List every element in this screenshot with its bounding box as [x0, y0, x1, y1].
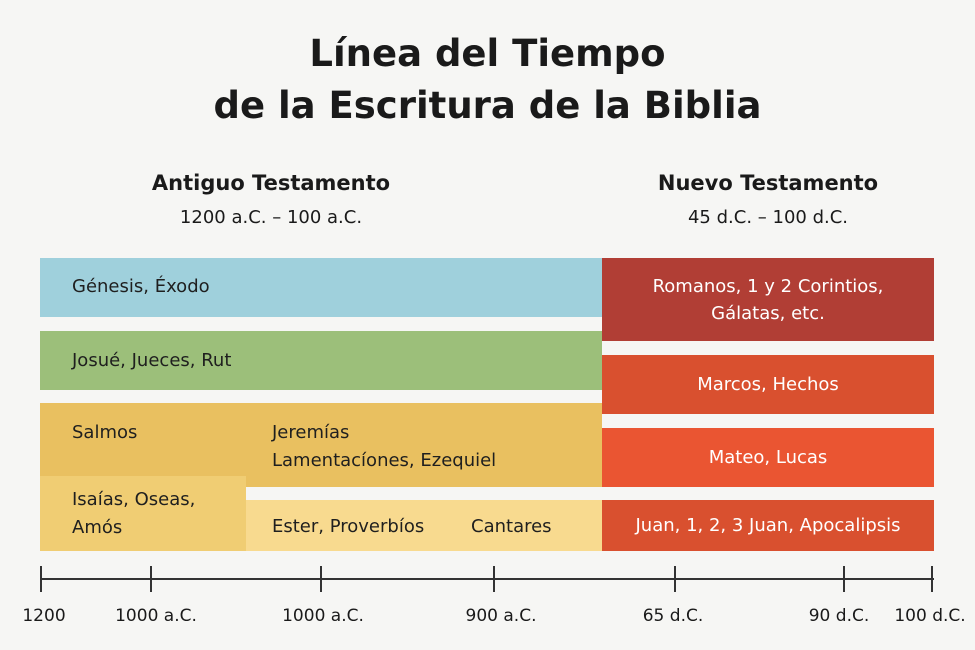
- label-romanos-group: Romanos, 1 y 2 Corintios, Gálatas, etc.: [653, 273, 884, 327]
- axis-tick-label: 90 d.C.: [808, 606, 870, 626]
- axis-tick-label: 1000 a.C.: [115, 606, 197, 626]
- label-mateo-lucas: Mateo, Lucas: [708, 447, 828, 468]
- label-jeremias: Jeremías: [272, 422, 350, 443]
- old-testament-name: Antiguo Testamento: [151, 171, 391, 195]
- timeline-axis: [40, 578, 934, 580]
- axis-tick: [674, 566, 676, 592]
- label-romanos-line-1: Romanos, 1 y 2 Corintios,: [652, 275, 884, 297]
- new-testament-name: Nuevo Testamento: [657, 171, 879, 195]
- bar-marcos-hechos: Marcos, Hechos: [602, 355, 934, 414]
- bar-juan-apocalipsis: Juan, 1, 2, 3 Juan, Apocalipsis: [602, 500, 934, 551]
- axis-tick: [931, 566, 933, 592]
- axis-tick-label: 65 d.C.: [642, 606, 704, 626]
- label-marcos-hechos: Marcos, Hechos: [697, 374, 839, 395]
- label-genesis-exodo: Génesis, Éxodo: [72, 276, 210, 297]
- title-line-1: Línea del Tiempo: [309, 32, 666, 75]
- bar-mateo-lucas: Mateo, Lucas: [602, 428, 934, 487]
- new-testament-range: 45 d.C. – 100 d.C.: [687, 207, 849, 228]
- bar-salmos: [40, 403, 246, 462]
- axis-tick-label: 1000 a.C.: [282, 606, 364, 626]
- label-ester-proverbios: Ester, Proverbíos: [272, 516, 425, 537]
- old-testament-range: 1200 a.C. – 100 a.C.: [179, 207, 363, 228]
- axis-tick-label: 100 d.C.: [894, 606, 966, 626]
- old-testament-header: Antiguo Testamento 1200 a.C. – 100 a.C.: [40, 168, 502, 232]
- label-isaias-oseas: Isaías, Oseas,: [72, 489, 196, 510]
- label-lamentaciones-ezequiel: Lamentacíones, Ezequiel: [272, 450, 497, 471]
- bar-isaias-oseas-amos: [40, 476, 246, 551]
- label-josue-jueces-rut: Josué, Jueces, Rut: [72, 350, 232, 371]
- bar-josue-jueces-rut: [40, 331, 602, 390]
- label-romanos-line-2: Gálatas, etc.: [711, 302, 825, 324]
- page-title: Línea del Tiempo de la Escritura de la B…: [0, 28, 975, 132]
- label-cantares: Cantares: [471, 516, 552, 537]
- axis-tick-label: 900 a.C.: [465, 606, 537, 626]
- bar-genesis-exodo: [40, 258, 602, 317]
- axis-tick-label: 1200: [22, 606, 66, 626]
- bar-romanos-corintios: Romanos, 1 y 2 Corintios, Gálatas, etc.: [602, 258, 934, 341]
- axis-tick: [150, 566, 152, 592]
- label-salmos: Salmos: [72, 422, 138, 443]
- label-juan-apocalipsis: Juan, 1, 2, 3 Juan, Apocalipsis: [635, 515, 901, 536]
- label-amos: Amós: [72, 517, 123, 538]
- axis-tick: [493, 566, 495, 592]
- axis-tick: [843, 566, 845, 592]
- new-testament-header: Nuevo Testamento 45 d.C. – 100 d.C.: [602, 168, 934, 232]
- bar-ester-cantares: [246, 500, 602, 551]
- axis-tick: [320, 566, 322, 592]
- title-line-2: de la Escritura de la Biblia: [213, 84, 762, 127]
- axis-tick: [40, 566, 42, 592]
